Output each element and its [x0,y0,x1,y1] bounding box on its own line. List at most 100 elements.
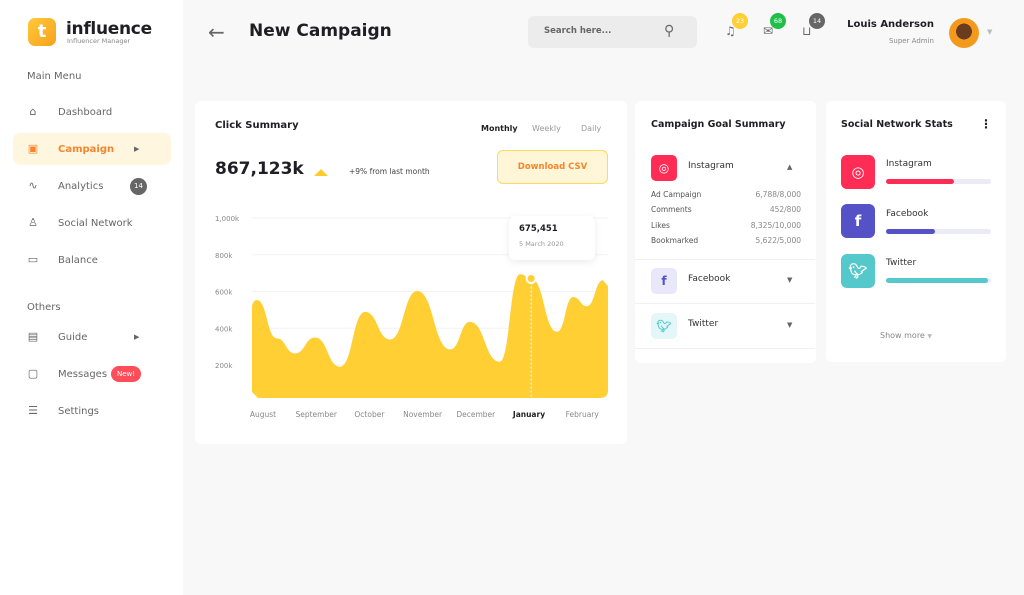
trend-text: +9% from last month [349,167,430,176]
user-icon: ♙ [28,216,38,229]
instagram-icon: ◎ [841,155,875,189]
activity-icon: ∿ [28,179,38,192]
goal-row: Ad Campaign 6,788/8,000 [651,190,801,199]
campaign-goal-title: Campaign Goal Summary [651,119,786,130]
user-name: Louis Anderson [847,19,934,30]
sidebar-item-campaign[interactable]: ▣ Campaign ▶ [13,133,171,165]
divider [635,303,815,304]
sidebar-item-dashboard[interactable]: ⌂ Dashboard [13,96,171,128]
divider [635,348,815,349]
area-series [252,274,608,398]
x-tick-label: August [250,410,276,419]
instagram-label[interactable]: Instagram [688,161,734,171]
sidebar-item-label: Social Network [58,217,133,229]
chevron-down-icon[interactable]: ▼ [787,276,793,284]
tooltip-date: 5 March 2020 [519,240,564,248]
facebook-progress [886,229,991,234]
sidebar-item-messages[interactable]: ▢ Messages New! [13,358,171,390]
download-csv-button[interactable]: Download CSV [497,150,608,184]
chevron-up-icon[interactable]: ▲ [787,163,793,171]
highlight-point[interactable] [525,272,537,284]
facebook-icon: f [841,204,875,238]
total-clicks: 867,123k [215,159,304,179]
goal-row: Comments 452/800 [651,205,801,214]
sliders-icon: ☰ [28,404,38,417]
chart-tooltip: 675,451 5 March 2020 [509,216,595,260]
instagram-icon: ◎ [651,155,677,181]
tab-monthly[interactable]: Monthly [481,124,518,133]
notifications-badge: 23 [732,13,748,29]
twitter-icon: 🐦︎ [841,254,875,288]
caret-right-icon: ▶ [134,333,140,341]
sidebar: t influence Influencer Manager Main Menu… [0,0,183,595]
chevron-down-icon[interactable]: ▼ [987,28,993,36]
more-options-icon[interactable]: ⋮ [980,117,992,131]
chat-icon: ▢ [27,367,39,380]
x-tick-label: November [403,410,443,419]
messages-badge: 68 [770,13,786,29]
cart-badge: 14 [809,13,825,29]
home-icon: ⌂ [29,105,37,118]
y-tick-label: 800k [215,252,233,260]
tab-daily[interactable]: Daily [581,124,602,133]
click-summary-title: Click Summary [215,120,299,131]
sidebar-item-label: Balance [58,254,98,266]
trend-up-icon [314,169,328,176]
x-tick-label: September [295,410,337,419]
brand-subtitle: Influencer Manager [67,37,131,45]
sidebar-item-social-network[interactable]: ♙ Social Network [13,207,171,239]
cart-icon[interactable]: ⊔ [802,24,812,38]
show-more-button[interactable]: Show more ▼ [880,331,933,340]
sidebar-item-label: Guide [58,331,88,343]
y-tick-label: 600k [215,289,233,297]
goal-row: Likes 8,325/10,000 [651,221,801,230]
wallet-icon: ▭ [27,253,39,266]
social-stats-title: Social Network Stats [841,119,953,130]
sidebar-item-label: Dashboard [58,106,113,118]
x-tick-label: December [456,410,496,419]
document-icon: ▤ [27,330,39,343]
twitter-progress [886,278,991,283]
user-role: Super Admin [888,37,934,45]
sidebar-item-analytics[interactable]: ∿ Analytics 14 [13,170,171,202]
facebook-label[interactable]: Facebook [688,274,731,284]
mail-icon[interactable]: ✉ [763,24,774,38]
twitter-label[interactable]: Twitter [688,319,719,329]
chevron-down-icon[interactable]: ▼ [787,321,793,329]
others-heading: Others [27,302,61,313]
page-title: New Campaign [249,21,392,41]
x-tick-label: February [566,410,600,419]
x-tick-label: October [354,410,385,419]
tab-weekly[interactable]: Weekly [532,124,561,133]
facebook-icon: f [651,268,677,294]
sidebar-item-label: Settings [58,405,100,417]
divider [635,259,815,260]
twitter-icon: 🐦︎ [651,313,677,339]
search-input[interactable]: Search here... ⚲ [528,16,697,48]
sidebar-item-label: Analytics [58,180,104,192]
logo: t [28,18,56,46]
sidebar-item-label: Campaign [58,143,115,155]
new-badge: New! [111,366,142,382]
avatar[interactable] [949,18,979,48]
brand-name: influence [66,19,152,39]
facebook-label: Facebook [886,209,929,219]
x-tick-label: January [512,410,545,419]
sidebar-item-settings[interactable]: ☰ Settings [13,395,171,427]
search-placeholder: Search here... [544,26,612,36]
sidebar-item-balance[interactable]: ▭ Balance [13,244,171,276]
social-stats-card: Social Network Stats ⋮ ◎ Instagram f Fac… [826,101,1006,362]
instagram-progress [886,179,991,184]
grid-icon: ▣ [27,142,39,155]
analytics-badge: 14 [130,177,147,195]
search-icon[interactable]: ⚲ [664,23,675,39]
caret-right-icon: ▶ [134,145,140,153]
y-tick-label: 1,000k [215,215,240,223]
sidebar-item-guide[interactable]: ▤ Guide ▶ [13,321,171,353]
twitter-label: Twitter [886,258,917,268]
back-arrow-icon[interactable]: ← [208,20,225,44]
bell-icon[interactable]: ♫ [725,24,736,38]
goal-row: Bookmarked 5,622/5,000 [651,236,801,245]
tooltip-value: 675,451 [519,224,558,234]
